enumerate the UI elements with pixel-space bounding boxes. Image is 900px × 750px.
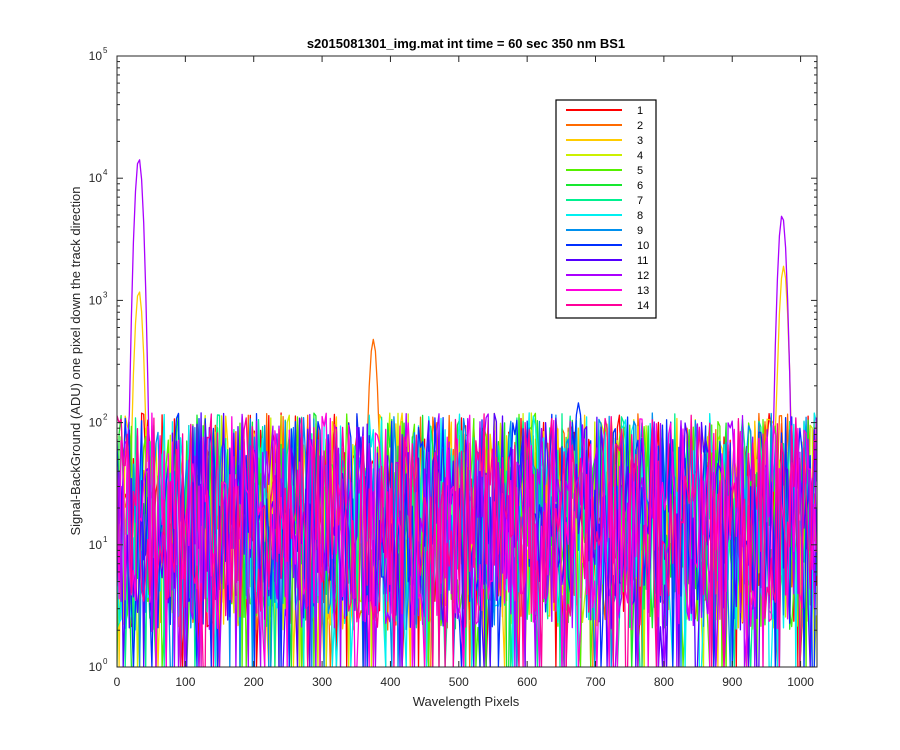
x-tick-label: 200 [244,675,264,689]
y-tick-exponent: 2 [103,413,108,422]
y-axis-label: Signal-BackGround (ADU) one pixel down t… [68,186,83,535]
y-tick-exponent: 5 [103,46,108,55]
legend-label-12: 12 [637,270,649,282]
y-tick-label: 10 [89,171,103,185]
x-tick-label: 700 [586,675,606,689]
legend-label-5: 5 [637,165,643,177]
y-tick-label: 10 [89,538,103,552]
legend-label-6: 6 [637,180,643,192]
legend-label-2: 2 [637,120,643,132]
x-axis-label: Wavelength Pixels [413,694,520,709]
plot-frame [116,55,818,668]
x-tick-label: 600 [517,675,537,689]
legend-label-11: 11 [637,255,648,267]
legend-label-10: 10 [637,240,649,252]
series-layer [117,159,817,667]
x-tick-label: 0 [114,675,121,689]
y-tick-label: 10 [89,416,103,430]
y-tick-label: 10 [89,660,103,674]
y-tick-exponent: 1 [103,535,108,544]
legend-label-14: 14 [637,300,649,312]
legend-label-9: 9 [637,225,643,237]
legend-label-3: 3 [637,135,643,147]
chart-title: s2015081301_img.mat int time = 60 sec 35… [307,36,625,51]
legend-label-1: 1 [637,105,643,117]
x-tick-label: 300 [312,675,332,689]
legend-label-8: 8 [637,210,643,222]
legend-box [555,99,657,319]
legend-label-7: 7 [637,195,643,207]
y-tick-exponent: 3 [103,290,108,299]
y-tick-label: 10 [89,49,103,63]
y-tick-exponent: 4 [103,168,108,177]
x-tick-label: 500 [449,675,469,689]
x-tick-label: 400 [380,675,400,689]
x-tick-label: 100 [175,675,195,689]
series-line-14 [117,413,817,667]
legend-label-4: 4 [637,150,643,162]
x-tick-label: 1000 [787,675,814,689]
legend-label-13: 13 [637,285,649,297]
y-tick-exponent: 0 [103,657,108,666]
x-tick-label: 800 [654,675,674,689]
x-tick-label: 900 [722,675,742,689]
y-tick-label: 10 [89,293,103,307]
